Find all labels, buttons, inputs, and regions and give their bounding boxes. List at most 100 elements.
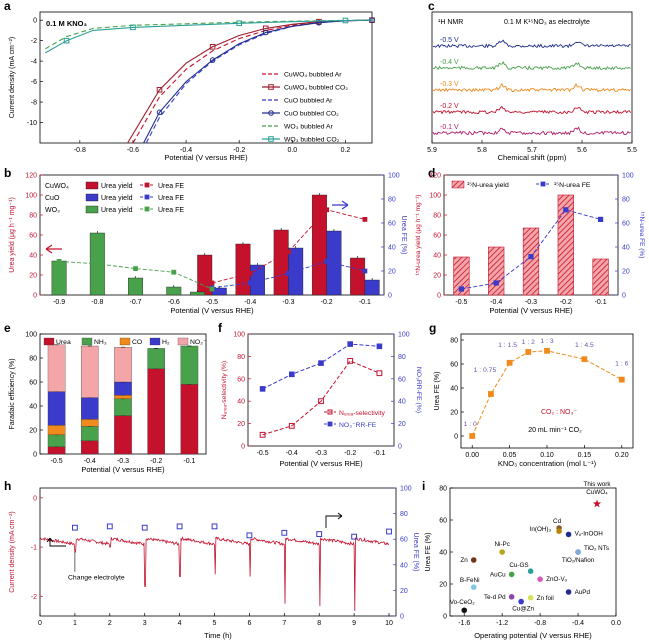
e-stack-segment [47,344,66,392]
d-bar [488,246,505,296]
h-annotation: Change electrolyte [68,575,125,582]
g-y-tick-label: 40 [450,386,458,393]
e-legend-swatch [119,337,131,346]
f-y-tick-label: 40 [237,399,245,406]
f-x-axis-label: Potential (V versus RHE) [279,459,363,468]
g-ratio-label: 1 : 2 [522,339,535,346]
a-series-point [236,20,242,27]
i-point-this-work [592,499,602,508]
f-series-point [288,422,295,429]
d-y2-tick-label: 60 [622,221,630,228]
b-fe-line-2 [59,260,213,290]
h-fe-point [246,532,253,539]
a-series-point [63,37,70,44]
a-series-line-2 [145,19,373,144]
a-y-tick-label: -2 [31,38,37,45]
f-y-axis-label: Nᵤᵣₑₐ-selectivity (%) [221,361,228,419]
a-legend-label: CuWO₄ bubbled Ar [284,72,342,79]
f-series-line-1 [262,343,380,390]
panel-letter-f: f [218,321,223,335]
h-y2-tick-label: 40 [400,562,408,569]
b-legend-material: WO₃ [45,207,60,214]
g-x-tick-label: 0.00 [465,452,479,459]
e-y-tick-label: 40 [29,404,37,411]
i-point-label: This work [584,481,612,488]
f-series-point [376,343,383,350]
f-series-line-0 [262,360,380,436]
d-y-tick-label: 0 [437,293,441,300]
d-y-tick-label: 20 [433,273,441,280]
c-x-tick-label: 5.6 [577,147,587,154]
c-spectrum-3 [432,105,631,115]
f-y2-tick-label: 40 [398,399,406,406]
i-point-label: B-FeNi [460,577,480,584]
b-fe-point [171,269,177,275]
i-point-label: Cu-GS [509,562,528,569]
b-legend-yield: Urea yield [101,183,133,190]
f-y2-axis-label: NO₃RR-FE (%) [415,367,422,413]
d-y-tick-label: 60 [433,233,441,240]
c-spectrum-label: -0.4 V [440,59,459,66]
d-x-tick-label: -0.2 [560,299,572,306]
i-point [499,549,505,555]
b-y-tick-label: 60 [29,233,37,240]
e-legend-label: H₂ [162,339,170,346]
panel-b-urea-yield: b -0.9 -0.8 -0.7 -0.6 -0.5 -0.4 -0.3 -0.2 -0.1 0 20… [4,166,407,315]
e-stack-segment [180,345,199,385]
b-legend-fe: Urea FE [158,183,184,190]
f-y-tick-label: 80 [237,354,245,361]
g-ratio-label: 1 : 1.5 [498,342,517,349]
a-x-axis-label: Potential (V versus RHE) [164,153,248,162]
b-fe-point [286,249,291,255]
b-bar [364,279,380,296]
b-fe-point [324,207,330,213]
b-fe-point [247,280,253,286]
d-legend-fe: ¹⁵N-urea FE [554,182,591,189]
i-y-tick-label: 60 [439,518,447,525]
b-bar [166,286,182,296]
h-fe-point [176,523,183,530]
a-series-point [209,43,216,50]
d-fe-point [563,207,569,213]
f-series-point [289,371,295,378]
d-y2-tick-label: 0 [622,293,626,300]
e-legend-swatch [177,337,189,346]
b-legend-bar-swatch [85,193,99,202]
f-y2-tick-label: 60 [398,376,406,383]
a-annotation: 0.1 M KNO₃ [46,19,88,28]
a-x-tick-label: -0.4 [180,147,192,154]
d-x-axis-label: Potential (V versus RHE) [489,306,573,315]
e-stack-segment [81,345,99,398]
b-x-axis-label: Potential (V versus RHE) [170,306,254,315]
g-ratio-label: 1 : 3 [540,338,553,345]
e-legend-swatch [81,337,93,346]
i-point [508,594,515,600]
i-x-tick-label: 0.0 [611,620,621,627]
i-point [565,589,572,595]
i-point-label: AuCu [490,571,506,578]
d-y-tick-label: 120 [429,173,441,180]
a-y-axis-label: Current density (mA cm⁻²) [9,37,16,119]
e-stack-segment [81,440,99,455]
d-x-tick-label: -0.5 [455,299,467,306]
h-y-tick-label: -2 [31,594,37,601]
b-y-tick-label: 20 [29,273,37,280]
f-x-tick-label: -0.2 [344,450,356,457]
d-fe-point [597,216,604,223]
i-point [565,531,572,538]
a-series-line-1 [127,19,373,144]
b-y2-tick-label: 40 [388,245,396,252]
h-fe-point [106,523,113,530]
d-y2-tick-label: 80 [622,197,630,204]
h-fe-point [316,531,323,537]
e-stack-segment [47,425,66,435]
d-x-tick-label: -0.4 [490,299,502,306]
e-y-axis-label: Faradaic efficiency (%) [9,358,16,429]
a-y-tick-label: -10 [27,120,37,127]
h-fe-point [351,533,358,540]
plot-frame [39,487,397,617]
f-y2-tick-label: 80 [398,354,406,361]
a-legend-marker [268,84,274,90]
d-bar [557,194,574,296]
e-stack-segment [147,368,165,455]
